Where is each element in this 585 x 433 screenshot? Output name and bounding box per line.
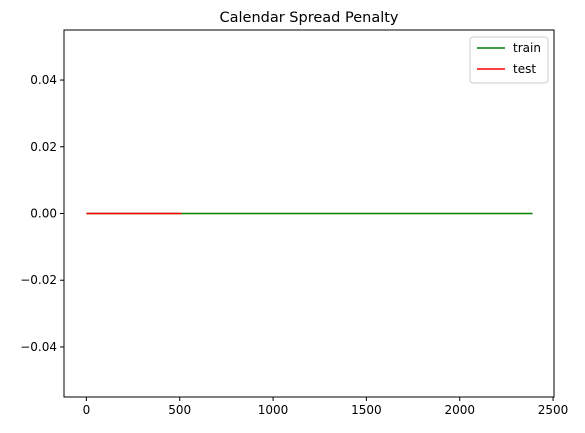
legend-label-train: train (513, 41, 541, 55)
y-tick-label: −0.02 (20, 273, 57, 287)
x-axis: 0 500 1000 1500 2000 2500 (83, 397, 569, 417)
legend: train test (469, 36, 549, 84)
y-tick-label: 0.04 (30, 73, 57, 87)
x-tick-label: 2000 (444, 403, 475, 417)
legend-label-test: test (513, 62, 536, 76)
x-tick-label: 1500 (351, 403, 382, 417)
y-tick-label: −0.04 (20, 340, 57, 354)
y-tick-label: 0.02 (30, 140, 57, 154)
y-tick-label: 0.00 (30, 207, 57, 221)
x-tick-label: 2500 (538, 403, 569, 417)
y-axis: −0.04 −0.02 0.00 0.02 0.04 (20, 73, 64, 354)
chart-title: Calendar Spread Penalty (220, 10, 399, 26)
x-tick-label: 1000 (258, 403, 289, 417)
x-tick-label: 0 (83, 403, 91, 417)
x-tick-label: 500 (168, 403, 191, 417)
